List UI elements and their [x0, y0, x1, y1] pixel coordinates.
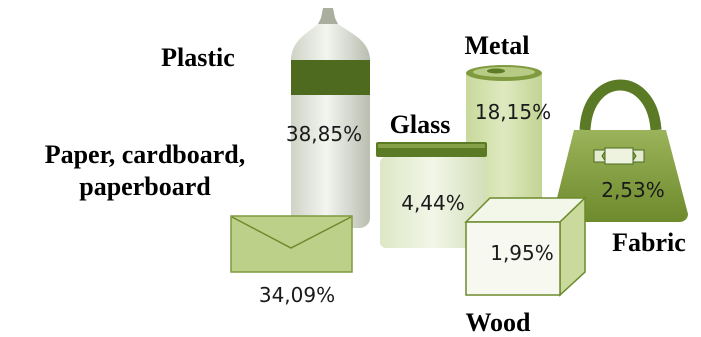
envelope-icon [231, 216, 352, 272]
category-label-line: Glass [390, 110, 451, 139]
value-label-glass: 4,44% [401, 191, 465, 215]
value-label-fabric: 2,53% [601, 178, 665, 202]
category-label-paper-cardboard-paperboard: Paper, cardboard, paperboard [45, 140, 246, 201]
value-label-wood: 1,95% [490, 241, 554, 265]
value-label-paper-cardboard-paperboard: 34,09% [259, 283, 335, 307]
value-label-plastic: 38,85% [286, 122, 362, 146]
category-label-wood: Wood [465, 308, 531, 337]
category-label-glass: Glass [390, 110, 451, 139]
category-label-line: Wood [465, 308, 531, 337]
category-label-line: Plastic [161, 43, 235, 72]
category-label-fabric: Fabric [612, 228, 686, 257]
category-label-line: Metal [465, 31, 530, 60]
category-label-line: Fabric [612, 228, 686, 257]
category-label-line: Paper, cardboard, [45, 140, 246, 169]
category-label-metal: Metal [465, 31, 530, 60]
category-label-line: paperboard [79, 172, 211, 201]
plastic-bottle-icon [291, 8, 370, 228]
category-label-plastic: Plastic [161, 43, 235, 72]
value-label-metal: 18,15% [475, 100, 551, 124]
